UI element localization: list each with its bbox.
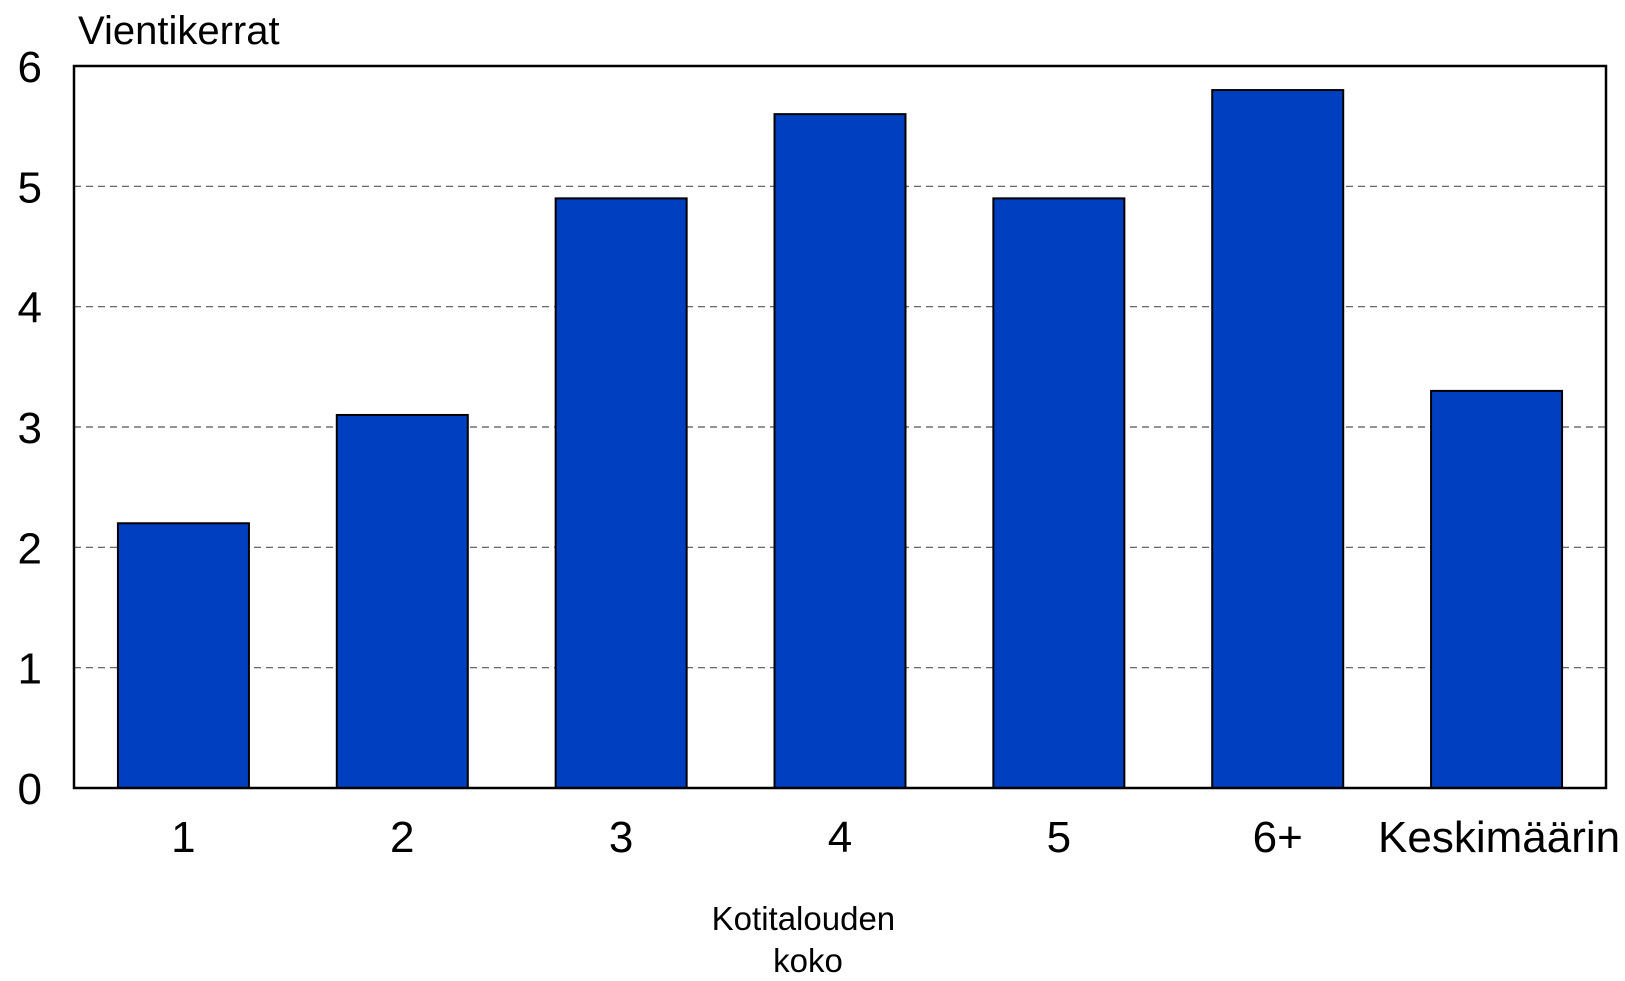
x-tick-label: Keskimäärin xyxy=(1378,813,1620,862)
x-tick-label: 5 xyxy=(1047,813,1071,862)
y-tick-labels: 0 1 2 3 4 5 6 xyxy=(18,43,42,814)
bar xyxy=(773,113,907,789)
bar xyxy=(1430,389,1564,789)
grid-lines xyxy=(74,185,1606,669)
y-tick-label: 3 xyxy=(18,404,42,453)
x-tick-label: 1 xyxy=(171,813,195,862)
bars xyxy=(116,89,1564,790)
x-tick-label: 4 xyxy=(828,813,852,862)
x-tick-labels: 1 2 3 4 5 6+ Keskimäärin xyxy=(171,813,1620,862)
bar xyxy=(335,413,469,789)
y-axis-title: Vientikerrat xyxy=(78,9,280,53)
x-tick-label: 2 xyxy=(390,813,414,862)
x-tick-label: 6+ xyxy=(1253,813,1303,862)
x-axis-title-line-1: Kotitalouden xyxy=(712,900,895,937)
y-tick-label: 0 xyxy=(18,765,42,814)
bar xyxy=(1211,89,1345,790)
bar xyxy=(992,197,1126,790)
y-tick-label: 2 xyxy=(18,524,42,573)
y-tick-label: 4 xyxy=(18,284,42,333)
x-axis-title-line-2: koko xyxy=(773,942,843,979)
y-tick-label: 5 xyxy=(18,163,42,212)
bar xyxy=(554,197,688,790)
x-axis-title: Kotitalouden koko xyxy=(712,900,905,979)
bar xyxy=(116,522,250,789)
plot-frame xyxy=(72,64,1608,790)
y-tick-label: 6 xyxy=(18,43,42,92)
x-tick-label: 3 xyxy=(609,813,633,862)
y-tick-label: 1 xyxy=(18,645,42,694)
